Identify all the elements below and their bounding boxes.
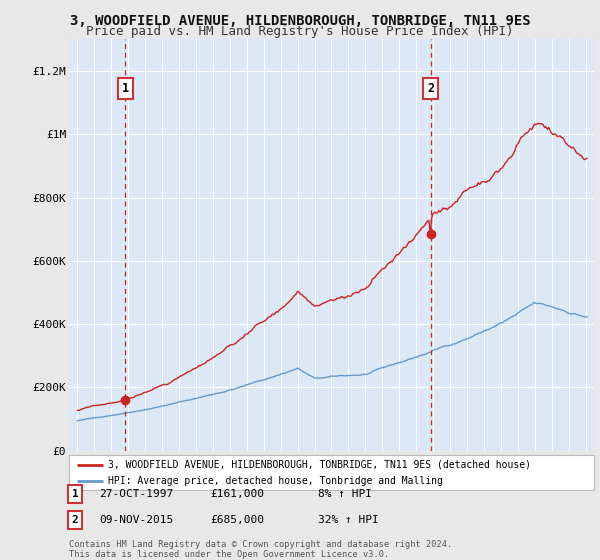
Text: HPI: Average price, detached house, Tonbridge and Malling: HPI: Average price, detached house, Tonb… (109, 475, 443, 486)
Text: 3, WOODFIELD AVENUE, HILDENBOROUGH, TONBRIDGE, TN11 9ES (detached house): 3, WOODFIELD AVENUE, HILDENBOROUGH, TONB… (109, 460, 532, 470)
Text: 3, WOODFIELD AVENUE, HILDENBOROUGH, TONBRIDGE, TN11 9ES: 3, WOODFIELD AVENUE, HILDENBOROUGH, TONB… (70, 14, 530, 28)
Text: 27-OCT-1997: 27-OCT-1997 (99, 489, 173, 499)
Text: This data is licensed under the Open Government Licence v3.0.: This data is licensed under the Open Gov… (69, 550, 389, 559)
Text: 09-NOV-2015: 09-NOV-2015 (99, 515, 173, 525)
Text: 32% ↑ HPI: 32% ↑ HPI (318, 515, 379, 525)
Text: 1: 1 (122, 82, 129, 95)
Text: 2: 2 (71, 515, 79, 525)
Text: 1: 1 (71, 489, 79, 499)
Text: Price paid vs. HM Land Registry's House Price Index (HPI): Price paid vs. HM Land Registry's House … (86, 25, 514, 38)
Text: 2: 2 (427, 82, 434, 95)
Text: £685,000: £685,000 (210, 515, 264, 525)
Text: £161,000: £161,000 (210, 489, 264, 499)
Text: 8% ↑ HPI: 8% ↑ HPI (318, 489, 372, 499)
Text: Contains HM Land Registry data © Crown copyright and database right 2024.: Contains HM Land Registry data © Crown c… (69, 540, 452, 549)
